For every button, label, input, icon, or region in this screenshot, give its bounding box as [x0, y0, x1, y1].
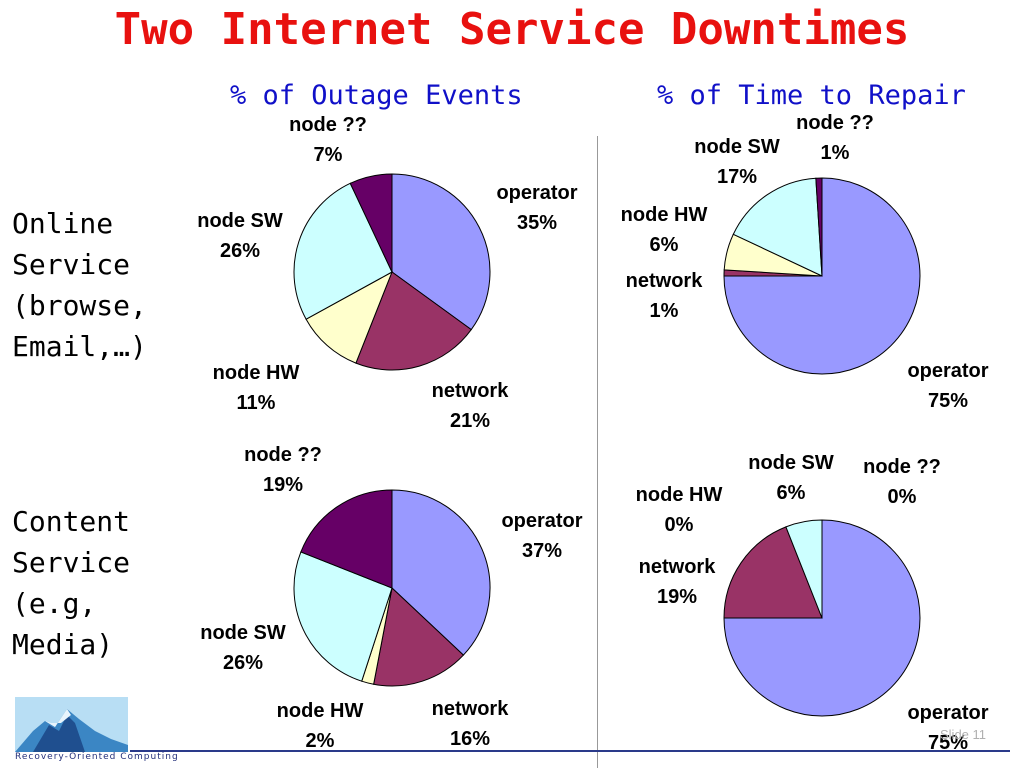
- slice-percent: 6%: [649, 234, 679, 256]
- slice-label-node-unknown: node ?? 19%: [244, 440, 322, 500]
- slice-label-network: network 16%: [432, 694, 509, 754]
- pie-slice-node-sw: [732, 177, 823, 277]
- slice-category: node ??: [289, 114, 367, 136]
- roc-logo: [15, 697, 128, 752]
- slice-label-node-unknown: node ?? 7%: [289, 110, 367, 170]
- slice-label-node-unknown: node ?? 0%: [863, 452, 941, 512]
- slice-label-node-hw: node HW 6%: [621, 200, 708, 260]
- slice-category: node HW: [212, 362, 300, 384]
- slice-percent: 26%: [219, 240, 261, 262]
- slide-title: Two Internet Service Downtimes: [114, 4, 910, 55]
- slice-label-operator: operator 75%: [907, 356, 988, 416]
- pie-slice-operator: [723, 519, 921, 717]
- slice-label-operator: operator 35%: [496, 178, 577, 238]
- pie-slice-node-unknown: [300, 489, 393, 589]
- slice-percent: 1%: [649, 300, 679, 322]
- footer-rule: [130, 750, 1010, 752]
- slide-number: Slide 11: [940, 727, 987, 742]
- row-label-line: (browse,: [12, 289, 147, 322]
- slice-percent: 21%: [449, 410, 491, 432]
- slice-label-operator: operator 75%: [907, 698, 988, 758]
- slice-category: node HW: [620, 204, 708, 226]
- pie-slice-node-unknown: [349, 173, 393, 273]
- column-heading-time-to-repair: % of Time to Repair: [657, 80, 966, 111]
- pie-slice-network: [355, 271, 472, 371]
- row-label-line: Service: [12, 248, 131, 281]
- slice-percent: 75%: [927, 390, 969, 412]
- pie-slice-node-sw: [293, 551, 393, 682]
- slice-label-network: network 19%: [639, 552, 716, 612]
- slice-percent: 7%: [313, 144, 343, 166]
- slice-percent: 75%: [927, 732, 969, 754]
- slice-percent: 37%: [521, 540, 563, 562]
- slice-category: node ??: [796, 112, 874, 134]
- slice-percent: 16%: [449, 728, 491, 750]
- slice-category: node SW: [200, 622, 286, 644]
- slice-label-node-sw: node SW 26%: [197, 206, 283, 266]
- slice-category: node SW: [694, 136, 780, 158]
- slice-category: network: [431, 698, 509, 720]
- mountain-icon: [15, 709, 128, 752]
- slice-label-node-sw: node SW 26%: [200, 618, 286, 678]
- slice-label-node-hw: node HW 11%: [213, 358, 300, 418]
- slice-percent: 26%: [222, 652, 264, 674]
- slice-category: network: [638, 556, 716, 578]
- pie-slice-node-sw: [785, 519, 823, 619]
- slice-category: operator: [501, 510, 583, 532]
- row-label-content-service: Content Service (e.g, Media): [12, 501, 130, 665]
- pie-slice-node-unknown: [815, 177, 823, 277]
- row-label-line: Online: [12, 207, 114, 240]
- slice-percent: 19%: [262, 474, 304, 496]
- slice-category: node ??: [863, 456, 941, 478]
- slice-percent: 17%: [716, 166, 758, 188]
- pie-slice-network: [723, 526, 823, 619]
- row-label-line: Media): [12, 628, 114, 661]
- slice-label-network: network 1%: [626, 266, 703, 326]
- slice-category: node SW: [748, 452, 834, 474]
- slice-category: node SW: [197, 210, 283, 232]
- pie-slice-node-hw: [305, 270, 393, 364]
- row-label-online-service: Online Service (browse, Email,…): [12, 203, 147, 367]
- slice-percent: 19%: [656, 586, 698, 608]
- row-label-line: Email,…): [12, 330, 147, 363]
- slice-percent: 35%: [516, 212, 558, 234]
- slice-percent: 0%: [664, 514, 694, 536]
- slice-percent: 6%: [776, 482, 806, 504]
- slice-percent: 11%: [236, 392, 276, 414]
- slice-category: node HW: [635, 484, 723, 506]
- slice-category: operator: [907, 360, 989, 382]
- slice-category: network: [625, 270, 703, 292]
- pie-slice-operator: [391, 173, 491, 331]
- slice-category: node HW: [276, 700, 364, 722]
- slice-category: operator: [907, 702, 989, 724]
- row-label-line: Content: [12, 505, 131, 538]
- slice-label-node-sw: node SW 6%: [748, 448, 834, 508]
- slice-label-network: network 21%: [432, 376, 509, 436]
- slice-percent: 2%: [305, 730, 335, 752]
- row-label-line: (e.g,: [12, 587, 97, 620]
- logo-text: Recovery-Oriented Computing: [15, 752, 179, 762]
- column-heading-outage-events: % of Outage Events: [230, 80, 523, 111]
- slice-label-node-sw: node SW 17%: [694, 132, 780, 192]
- pie-slice-network: [373, 587, 465, 687]
- slice-label-operator: operator 37%: [501, 506, 582, 566]
- slice-label-node-hw: node HW 0%: [636, 480, 723, 540]
- row-label-line: Service: [12, 546, 131, 579]
- slice-label-node-unknown: node ?? 1%: [796, 108, 874, 168]
- pie-slice-operator: [391, 489, 491, 656]
- pie-slice-operator: [723, 177, 921, 375]
- slice-category: node ??: [244, 444, 322, 466]
- pie-slice-node-sw: [293, 182, 393, 320]
- column-divider: [597, 136, 598, 768]
- slice-label-node-hw: node HW 2%: [277, 696, 364, 756]
- slice-category: network: [431, 380, 509, 402]
- slice-percent: 1%: [820, 142, 850, 164]
- slice-category: operator: [496, 182, 578, 204]
- slice-percent: 0%: [887, 486, 917, 508]
